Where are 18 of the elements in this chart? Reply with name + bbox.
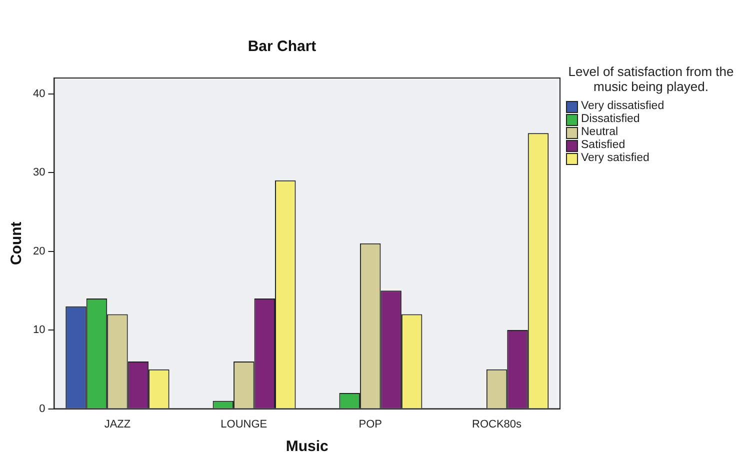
legend-label: Dissatisfied [581, 113, 640, 126]
y-axis-title: Count [8, 222, 26, 266]
legend-label: Neutral [581, 126, 618, 139]
y-tick-label: 40 [32, 88, 46, 100]
chart-title: Bar Chart [248, 38, 316, 56]
legend-label: Satisfied [581, 139, 626, 152]
x-axis-title: Music [286, 438, 328, 456]
legend-title: Level of satisfaction from the music being played. [567, 64, 735, 94]
x-tick-label: POP [358, 418, 382, 430]
x-tick-label: LOUNGE [220, 418, 268, 430]
x-tick-label: ROCK80s [472, 418, 522, 430]
legend-label: Very satisfied [581, 152, 650, 165]
legend-label: Very dissatisfied [581, 100, 664, 113]
y-tick-label: 0 [39, 402, 46, 415]
y-tick-label: 10 [32, 324, 46, 336]
y-tick-label: 20 [32, 245, 46, 258]
x-tick-label: JAZZ [104, 418, 131, 430]
y-tick-label: 30 [32, 166, 46, 179]
